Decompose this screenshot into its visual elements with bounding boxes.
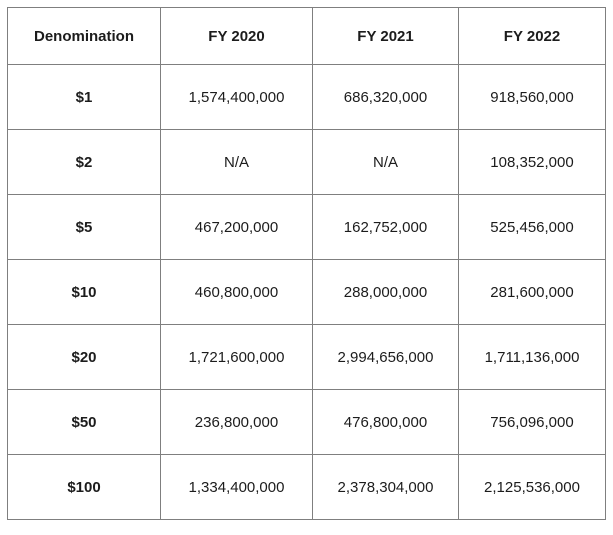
value-fy2020: 460,800,000 <box>160 259 313 325</box>
table-row-20-dollar: $20 1,721,600,000 2,994,656,000 1,711,13… <box>7 324 606 390</box>
table-row-2-dollar: $2 N/A N/A 108,352,000 <box>7 129 606 195</box>
denomination-label: $1 <box>7 64 161 130</box>
denomination-label: $10 <box>7 259 161 325</box>
value-fy2021: 2,378,304,000 <box>312 454 459 520</box>
value-fy2022: 1,711,136,000 <box>458 324 606 390</box>
column-header-fy2021: FY 2021 <box>312 7 459 65</box>
value-fy2020: 1,721,600,000 <box>160 324 313 390</box>
denominations-by-fiscal-year-table: Denomination FY 2020 FY 2021 FY 2022 $1 … <box>7 7 606 520</box>
value-fy2021: N/A <box>312 129 459 195</box>
value-fy2021: 162,752,000 <box>312 194 459 260</box>
value-fy2022: 918,560,000 <box>458 64 606 130</box>
value-fy2021: 288,000,000 <box>312 259 459 325</box>
value-fy2020: 1,574,400,000 <box>160 64 313 130</box>
header-row: Denomination FY 2020 FY 2021 FY 2022 <box>7 7 606 65</box>
column-header-denomination: Denomination <box>7 7 161 65</box>
value-fy2021: 476,800,000 <box>312 389 459 455</box>
table-row-100-dollar: $100 1,334,400,000 2,378,304,000 2,125,5… <box>7 454 606 520</box>
value-fy2020: 467,200,000 <box>160 194 313 260</box>
value-fy2022: 2,125,536,000 <box>458 454 606 520</box>
table-row-1-dollar: $1 1,574,400,000 686,320,000 918,560,000 <box>7 64 606 130</box>
value-fy2021: 2,994,656,000 <box>312 324 459 390</box>
table-row-10-dollar: $10 460,800,000 288,000,000 281,600,000 <box>7 259 606 325</box>
value-fy2020: 236,800,000 <box>160 389 313 455</box>
denomination-label: $100 <box>7 454 161 520</box>
denomination-label: $2 <box>7 129 161 195</box>
denomination-label: $20 <box>7 324 161 390</box>
table-row-50-dollar: $50 236,800,000 476,800,000 756,096,000 <box>7 389 606 455</box>
denomination-label: $50 <box>7 389 161 455</box>
value-fy2021: 686,320,000 <box>312 64 459 130</box>
value-fy2022: 525,456,000 <box>458 194 606 260</box>
value-fy2020: 1,334,400,000 <box>160 454 313 520</box>
table-row-5-dollar: $5 467,200,000 162,752,000 525,456,000 <box>7 194 606 260</box>
column-header-fy2022: FY 2022 <box>458 7 606 65</box>
column-header-fy2020: FY 2020 <box>160 7 313 65</box>
value-fy2022: 108,352,000 <box>458 129 606 195</box>
value-fy2020: N/A <box>160 129 313 195</box>
denomination-label: $5 <box>7 194 161 260</box>
value-fy2022: 281,600,000 <box>458 259 606 325</box>
value-fy2022: 756,096,000 <box>458 389 606 455</box>
